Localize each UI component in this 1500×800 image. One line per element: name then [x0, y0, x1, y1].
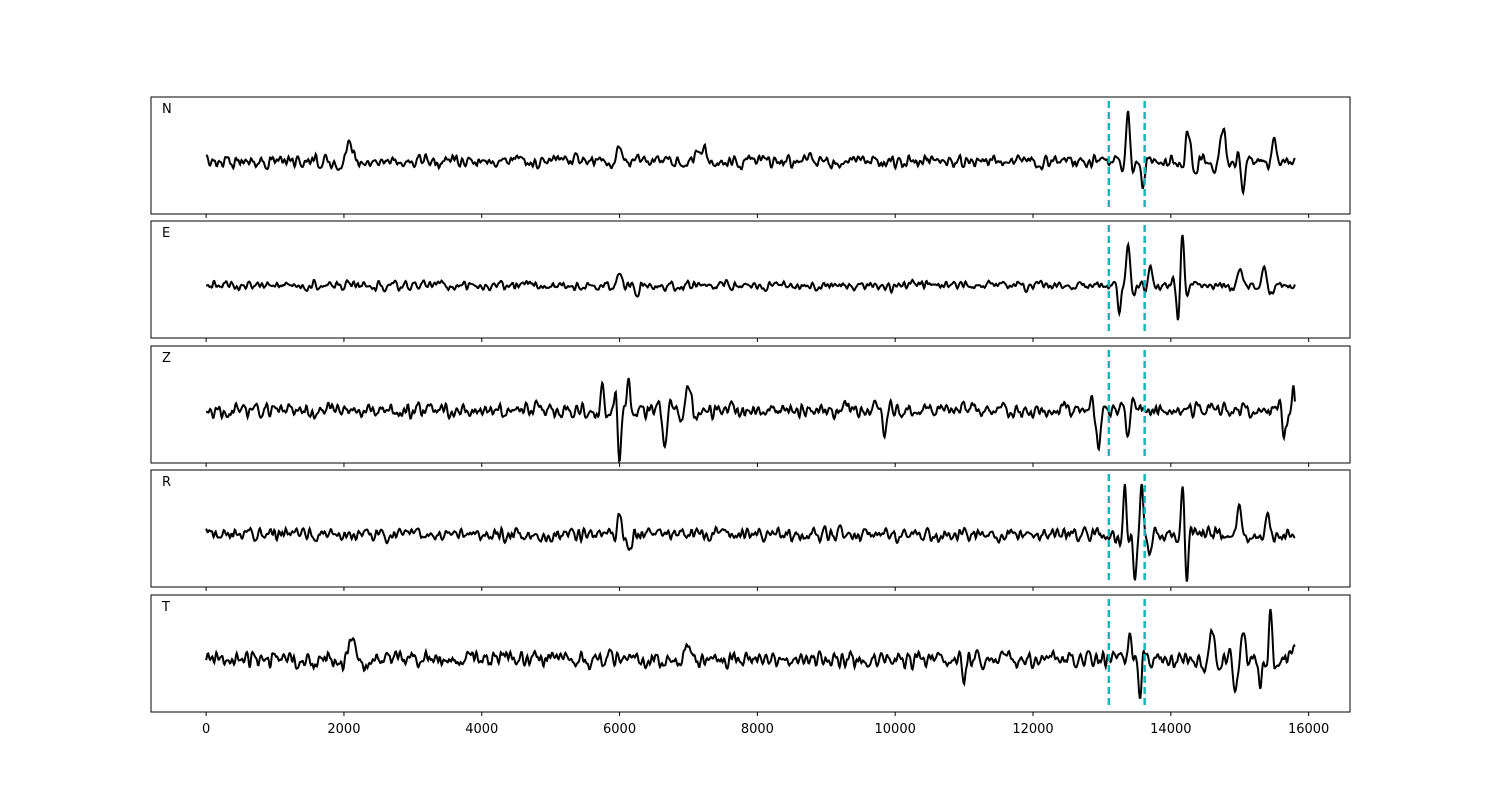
x-tick-label: 12000 — [1012, 722, 1053, 737]
panel-label: Z — [162, 351, 171, 366]
panel-n: N — [150, 96, 1351, 218]
panel-frame — [150, 594, 1351, 713]
panel-label: T — [161, 600, 170, 615]
panel-frame — [150, 345, 1351, 464]
trace-z — [205, 377, 1296, 463]
x-tick-label: 16000 — [1288, 722, 1329, 737]
panel-frame — [150, 469, 1351, 588]
panel-z: Z — [150, 345, 1351, 467]
x-tick-label: 4000 — [465, 722, 498, 737]
x-tick-label: 2000 — [327, 722, 360, 737]
trace-e — [206, 234, 1296, 321]
x-tick-label: 6000 — [603, 722, 636, 737]
x-tick-label: 8000 — [741, 722, 774, 737]
panel-frame — [150, 96, 1351, 215]
panels-group: N E Z R T — [150, 96, 1351, 716]
panel-label: R — [162, 475, 171, 490]
x-tick-label: 14000 — [1150, 722, 1191, 737]
panel-label: N — [162, 102, 172, 117]
x-axis: 0 2000 4000 6000 8000 10000 12000 14000 16000 — [202, 722, 1329, 737]
trace-n — [205, 110, 1296, 197]
panel-t: T — [150, 594, 1351, 716]
x-tick-label: 0 — [202, 722, 210, 737]
x-tick-label: 10000 — [875, 722, 916, 737]
trace-t — [205, 608, 1296, 700]
trace-r — [205, 483, 1296, 582]
panel-label: E — [162, 226, 170, 241]
panel-e: E — [150, 220, 1351, 342]
panel-frame — [150, 220, 1351, 339]
panel-r: R — [150, 469, 1351, 591]
